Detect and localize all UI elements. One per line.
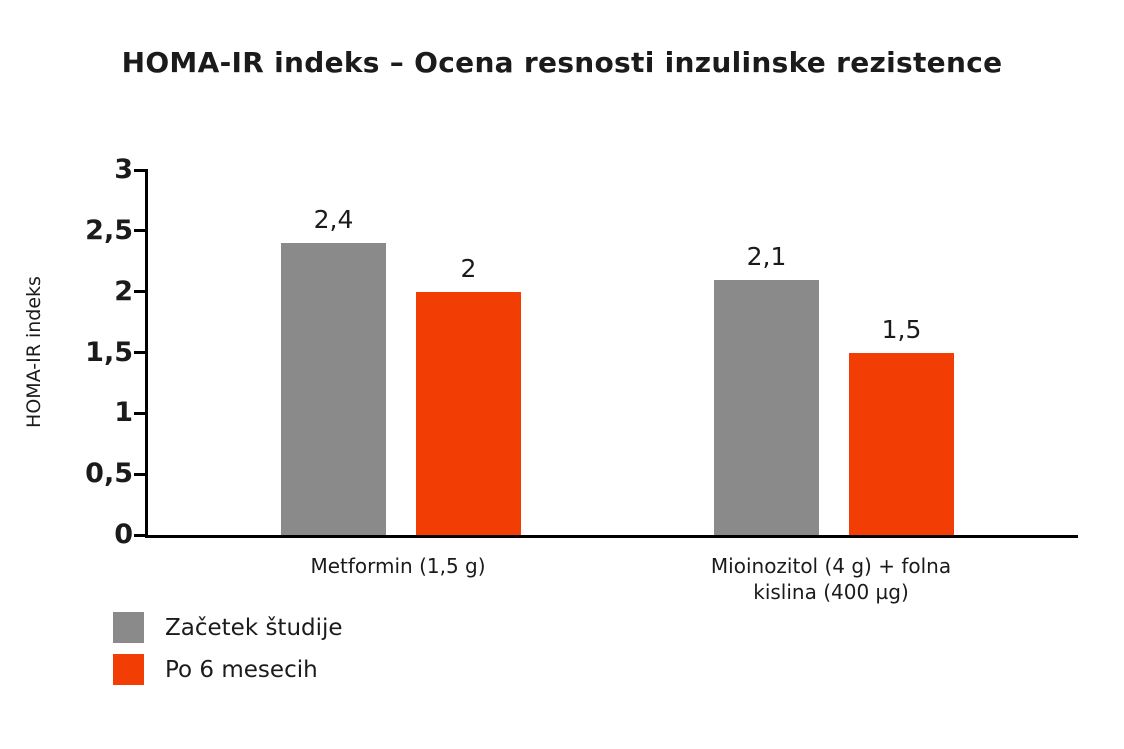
x-category-label: Metformin (1,5 g) xyxy=(310,554,486,578)
y-tick-mark xyxy=(134,229,148,233)
legend-swatch xyxy=(113,612,144,643)
bar-value-label: 1,5 xyxy=(881,314,922,344)
y-tick-mark xyxy=(134,472,148,476)
y-tick-label: 2,5 xyxy=(85,214,133,246)
plot-area: 0 0,5 1 1,5 2 2,5 3 2,4 2 2,1 1,5 xyxy=(85,154,1078,550)
bar-po-6-mesecih-mioinozitol-4-g-folna-kislina-400-g xyxy=(849,352,954,535)
y-tick-label: 2 xyxy=(114,275,133,307)
y-tick-mark xyxy=(134,168,148,172)
legend-item-po-6-mesecih: Po 6 mesecih xyxy=(113,654,343,685)
bar-value-label: 2 xyxy=(460,253,477,283)
legend-swatch xyxy=(113,654,144,685)
bar-za-etek-tudije-metformin-1-5-g xyxy=(281,243,386,535)
y-tick-label: 1 xyxy=(114,397,133,429)
y-tick-label: 1,5 xyxy=(85,336,133,368)
y-tick-label: 0,5 xyxy=(85,458,133,490)
y-tick-label: 3 xyxy=(114,154,133,185)
y-tick-mark xyxy=(134,290,148,294)
legend-label: Po 6 mesecih xyxy=(165,656,318,683)
bar-za-etek-tudije-mioinozitol-4-g-folna-kislina-400-g xyxy=(714,279,819,535)
legend-item-za-etek-tudije: Začetek študije xyxy=(113,612,343,643)
y-tick-mark xyxy=(134,411,148,415)
y-tick-label: 0 xyxy=(114,519,133,550)
bar-value-label: 2,4 xyxy=(313,205,354,234)
y-tick-mark xyxy=(134,533,148,537)
bar-po-6-mesecih-metformin-1-5-g xyxy=(416,291,521,535)
legend: Začetek študije Po 6 mesecih xyxy=(113,612,343,696)
chart-title: HOMA-IR indeks – Ocena resnosti inzulins… xyxy=(121,46,1003,79)
bar-value-label: 2,1 xyxy=(746,241,787,271)
y-tick-mark xyxy=(134,351,148,354)
x-category-label: Mioinozitol (4 g) + folna kislina (400 µ… xyxy=(710,554,952,604)
x-axis-labels: Metformin (1,5 g) Mioinozitol (4 g) + fol… xyxy=(0,553,1124,623)
legend-label: Začetek študije xyxy=(165,614,343,641)
